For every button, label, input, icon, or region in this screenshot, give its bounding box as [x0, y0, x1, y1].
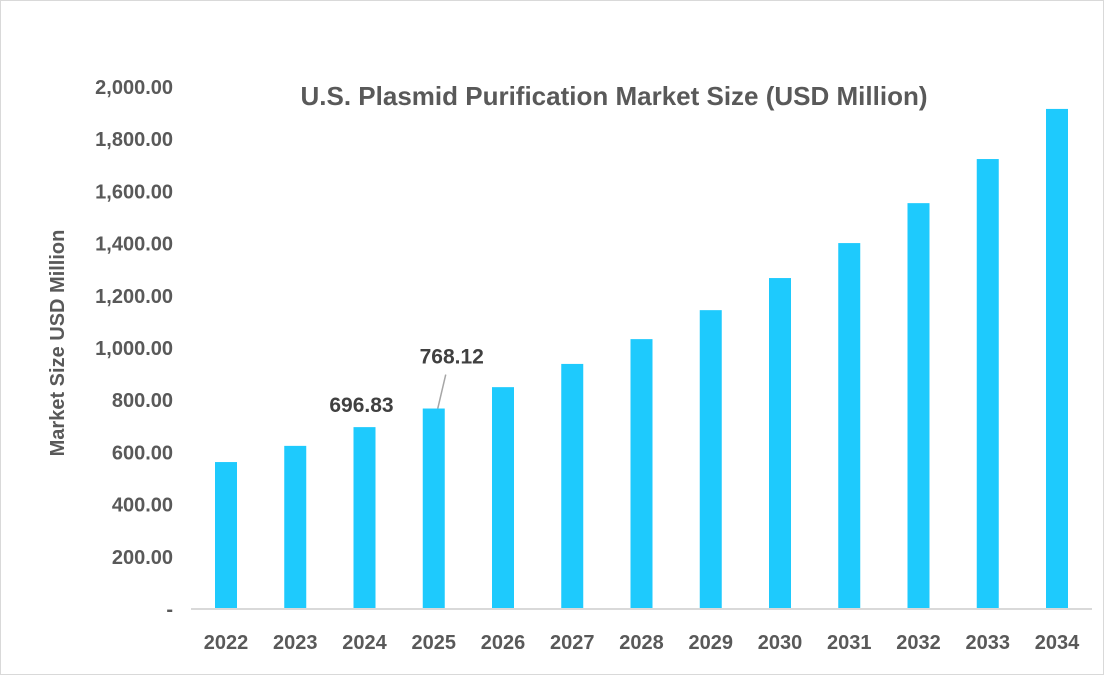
- bar-2027: [561, 363, 584, 609]
- x-tick-label: 2030: [758, 632, 803, 654]
- data-label-leader-line: [437, 374, 447, 409]
- y-tick-label: 1,600.00: [95, 181, 173, 203]
- y-tick-label: 1,200.00: [95, 286, 173, 308]
- chart-title: U.S. Plasmid Purification Market Size (U…: [301, 81, 928, 111]
- x-tick-label: 2028: [619, 632, 664, 654]
- data-label: 768.12: [420, 346, 484, 369]
- bar-2025: [422, 408, 445, 609]
- y-axis-label: Market Size USD Million: [47, 230, 69, 457]
- x-tick-label: 2032: [896, 632, 941, 654]
- x-tick-label: 2024: [342, 632, 387, 654]
- x-tick-label: 2031: [827, 632, 872, 654]
- bar-2026: [492, 387, 514, 609]
- bar-2034: [1046, 108, 1068, 609]
- bar-2030: [769, 278, 791, 609]
- y-tick-label: 600.00: [112, 442, 173, 464]
- x-tick-label: 2034: [1035, 632, 1080, 654]
- y-tick-label: 1,000.00: [95, 338, 173, 360]
- y-tick-label: 2,000.00: [95, 77, 173, 99]
- x-tick-label: 2025: [412, 632, 457, 654]
- y-tick-label: 800.00: [112, 390, 173, 412]
- y-tick-label: 400.00: [112, 495, 173, 517]
- bar-2033: [976, 159, 999, 609]
- bar-2029: [699, 310, 722, 609]
- y-tick-label: 1,400.00: [95, 234, 173, 256]
- y-tick-label: -: [166, 599, 173, 621]
- x-tick-label: 2033: [966, 632, 1011, 654]
- x-tick-label: 2026: [481, 632, 526, 654]
- bar-2032: [907, 203, 930, 609]
- x-tick-label: 2022: [204, 632, 249, 654]
- bar-2031: [838, 243, 861, 609]
- bar-2028: [630, 339, 653, 609]
- y-tick-label: 200.00: [112, 547, 173, 569]
- y-tick-label: 1,800.00: [95, 129, 173, 151]
- data-label: 696.83: [329, 394, 393, 417]
- x-tick-label: 2027: [550, 632, 595, 654]
- bar-2022: [215, 462, 237, 609]
- bar-2023: [284, 445, 307, 609]
- x-tick-label: 2029: [689, 632, 734, 654]
- bar-2024: [353, 427, 376, 609]
- x-tick-label: 2023: [273, 632, 318, 654]
